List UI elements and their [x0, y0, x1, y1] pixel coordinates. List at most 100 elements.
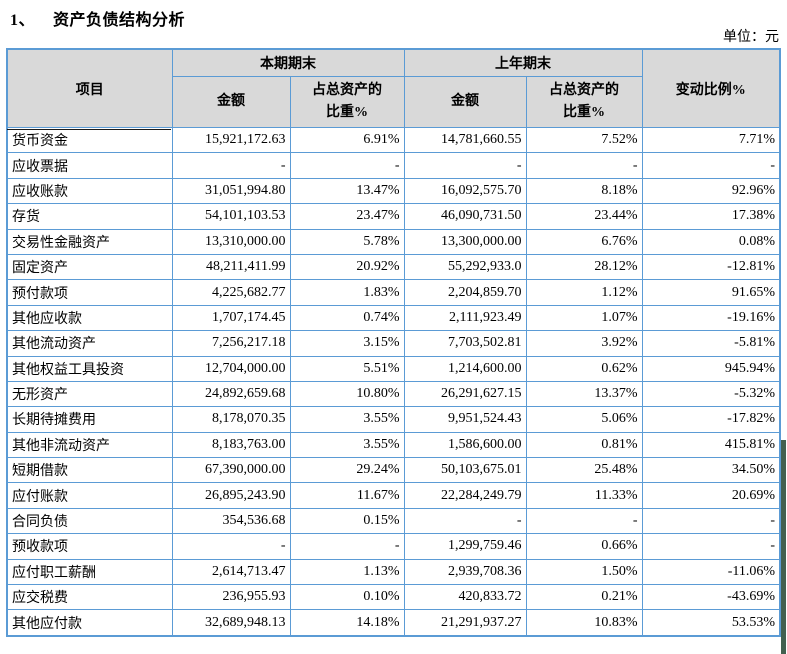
table-row: 应付账款 26,895,243.90 11.67% 22,284,249.79 11.3… [6, 482, 781, 509]
row-value-cur_pct: 0.74% [289, 304, 405, 332]
row-value-prev_amount: 21,291,937.27 [403, 609, 527, 637]
table-body: 货币资金 15,921,172.63 6.91% 14,781,660.55 7.52%… [6, 126, 781, 637]
right-edge-scrollbar-thumb[interactable] [781, 440, 786, 654]
row-value-cur_pct: 3.55% [289, 431, 405, 459]
table-row: 合同负债 354,536.68 0.15% - - - [6, 507, 781, 535]
row-value-prev_pct: 10.83% [525, 609, 643, 637]
table-row: 其他权益工具投资 12,704,000.00 5.51% 1,214,600.00 0.… [6, 355, 781, 382]
row-value-prev_pct: 1.12% [525, 279, 643, 306]
row-value-change: -11.06% [641, 558, 781, 586]
table-row: 应付职工薪酬 2,614,713.47 1.13% 2,939,708.36 1.50%… [6, 558, 781, 586]
row-value-prev_amount: - [403, 507, 527, 535]
row-item-label: 短期借款 [6, 457, 173, 484]
row-item-label: 其他非流动资产 [6, 431, 173, 459]
table-row: 应收票据 - - - - - [6, 152, 781, 179]
header-row-groups: 项目 本期期末 上年期末 变动比例% [6, 48, 781, 128]
row-value-cur_amount: 24,892,659.68 [171, 380, 291, 408]
row-value-change: 91.65% [641, 279, 781, 306]
col-header-prior-amount: 金额 [403, 76, 527, 128]
row-value-cur_pct: - [289, 152, 405, 179]
table-row: 短期借款 67,390,000.00 29.24% 50,103,675.01 25.4… [6, 457, 781, 484]
row-value-prev_pct: 0.21% [525, 584, 643, 611]
row-value-cur_pct: 3.55% [289, 406, 405, 433]
row-value-prev_pct: 13.37% [525, 380, 643, 408]
row-value-prev_amount: 14,781,660.55 [403, 126, 527, 154]
table-row: 交易性金融资产 13,310,000.00 5.78% 13,300,000.00 6.… [6, 228, 781, 255]
table-row: 应交税费 236,955.93 0.10% 420,833.72 0.21% -43.69… [6, 584, 781, 611]
row-item-label: 其他应收款 [6, 304, 173, 332]
row-value-prev_amount: 16,092,575.70 [403, 177, 527, 205]
row-value-cur_pct: 13.47% [289, 177, 405, 205]
table-row: 其他非流动资产 8,183,763.00 3.55% 1,586,600.00 0.81… [6, 431, 781, 459]
row-value-cur_amount: 32,689,948.13 [171, 609, 291, 637]
row-value-change: 0.08% [641, 228, 781, 255]
row-value-prev_pct: 23.44% [525, 203, 643, 230]
row-value-change: 415.81% [641, 431, 781, 459]
row-item-label: 其他应付款 [6, 609, 173, 637]
row-value-cur_amount: 26,895,243.90 [171, 482, 291, 509]
row-value-cur_pct: 0.15% [289, 507, 405, 535]
row-value-prev_pct: 0.81% [525, 431, 643, 459]
row-value-change: -19.16% [641, 304, 781, 332]
header-row-sub: 金额 占总资产的 比重% 金额 占总资产的 比重% [7, 76, 780, 128]
table-row: 其他应收款 1,707,174.45 0.74% 2,111,923.49 1.07% -… [6, 304, 781, 332]
row-value-prev_amount: 420,833.72 [403, 584, 527, 611]
row-value-prev_pct: 1.07% [525, 304, 643, 332]
col-header-prior-pct: 占总资产的 比重% [525, 76, 643, 128]
row-item-label: 固定资产 [6, 253, 173, 281]
table-row: 存货 54,101,103.53 23.47% 46,090,731.50 23.44%… [6, 203, 781, 230]
row-value-change: -12.81% [641, 253, 781, 281]
col-header-current-pct: 占总资产的 比重% [289, 76, 405, 128]
row-value-cur_pct: 5.51% [289, 355, 405, 382]
row-value-prev_pct: 11.33% [525, 482, 643, 509]
row-value-change: - [641, 533, 781, 560]
row-value-prev_pct: 0.62% [525, 355, 643, 382]
row-value-prev_pct: 28.12% [525, 253, 643, 281]
row-value-change: 945.94% [641, 355, 781, 382]
row-item-label: 预收款项 [6, 533, 173, 560]
row-value-cur_amount: 4,225,682.77 [171, 279, 291, 306]
row-item-label: 长期待摊费用 [6, 406, 173, 433]
row-item-label: 应付账款 [6, 482, 173, 509]
table-row: 预付款项 4,225,682.77 1.83% 2,204,859.70 1.12% 91… [6, 279, 781, 306]
row-value-change: 53.53% [641, 609, 781, 637]
row-item-label: 其他权益工具投资 [6, 355, 173, 382]
row-value-prev_pct: 25.48% [525, 457, 643, 484]
row-value-prev_pct: 1.50% [525, 558, 643, 586]
row-value-prev_amount: 1,214,600.00 [403, 355, 527, 382]
col-header-item: 项目 [6, 48, 173, 128]
row-value-prev_pct: 7.52% [525, 126, 643, 154]
table-row: 应收账款 31,051,994.80 13.47% 16,092,575.70 8.18… [6, 177, 781, 205]
row-value-change: -43.69% [641, 584, 781, 611]
row-value-prev_amount: - [403, 152, 527, 179]
row-item-label: 预付款项 [6, 279, 173, 306]
row-value-cur_amount: 2,614,713.47 [171, 558, 291, 586]
row-value-prev_pct: 5.06% [525, 406, 643, 433]
row-value-cur_pct: 14.18% [289, 609, 405, 637]
row-value-prev_pct: 0.66% [525, 533, 643, 560]
row-value-cur_amount: 67,390,000.00 [171, 457, 291, 484]
row-value-cur_amount: - [171, 533, 291, 560]
row-value-prev_amount: 50,103,675.01 [403, 457, 527, 484]
section-title-text: 资产负债结构分析 [53, 12, 186, 29]
table-row: 预收款项 - -1,299,759.46 0.66% - [6, 533, 781, 560]
col-header-prior-period: 上年期末 [403, 48, 643, 77]
row-value-prev_pct: 3.92% [525, 330, 643, 357]
row-value-prev_amount: 13,300,000.00 [403, 228, 527, 255]
row-value-cur_pct: 5.78% [289, 228, 405, 255]
section-number: 1、 [10, 12, 36, 29]
row-value-change: -5.81% [641, 330, 781, 357]
row-value-change: 34.50% [641, 457, 781, 484]
row-value-prev_amount: 7,703,502.81 [403, 330, 527, 357]
row-value-change: - [641, 152, 781, 179]
row-value-cur_pct: 23.47% [289, 203, 405, 230]
row-value-change: - [641, 507, 781, 535]
table-row: 货币资金 15,921,172.63 6.91% 14,781,660.55 7.52%… [6, 126, 781, 154]
header-underline-artifact [7, 129, 171, 130]
row-value-cur_amount: 31,051,994.80 [171, 177, 291, 205]
row-value-prev_amount: 2,111,923.49 [403, 304, 527, 332]
row-value-prev_amount: 55,292,933.0 [403, 253, 527, 281]
row-item-label: 无形资产 [6, 380, 173, 408]
row-value-cur_pct: 1.83% [289, 279, 405, 306]
row-item-label: 应付职工薪酬 [6, 558, 173, 586]
